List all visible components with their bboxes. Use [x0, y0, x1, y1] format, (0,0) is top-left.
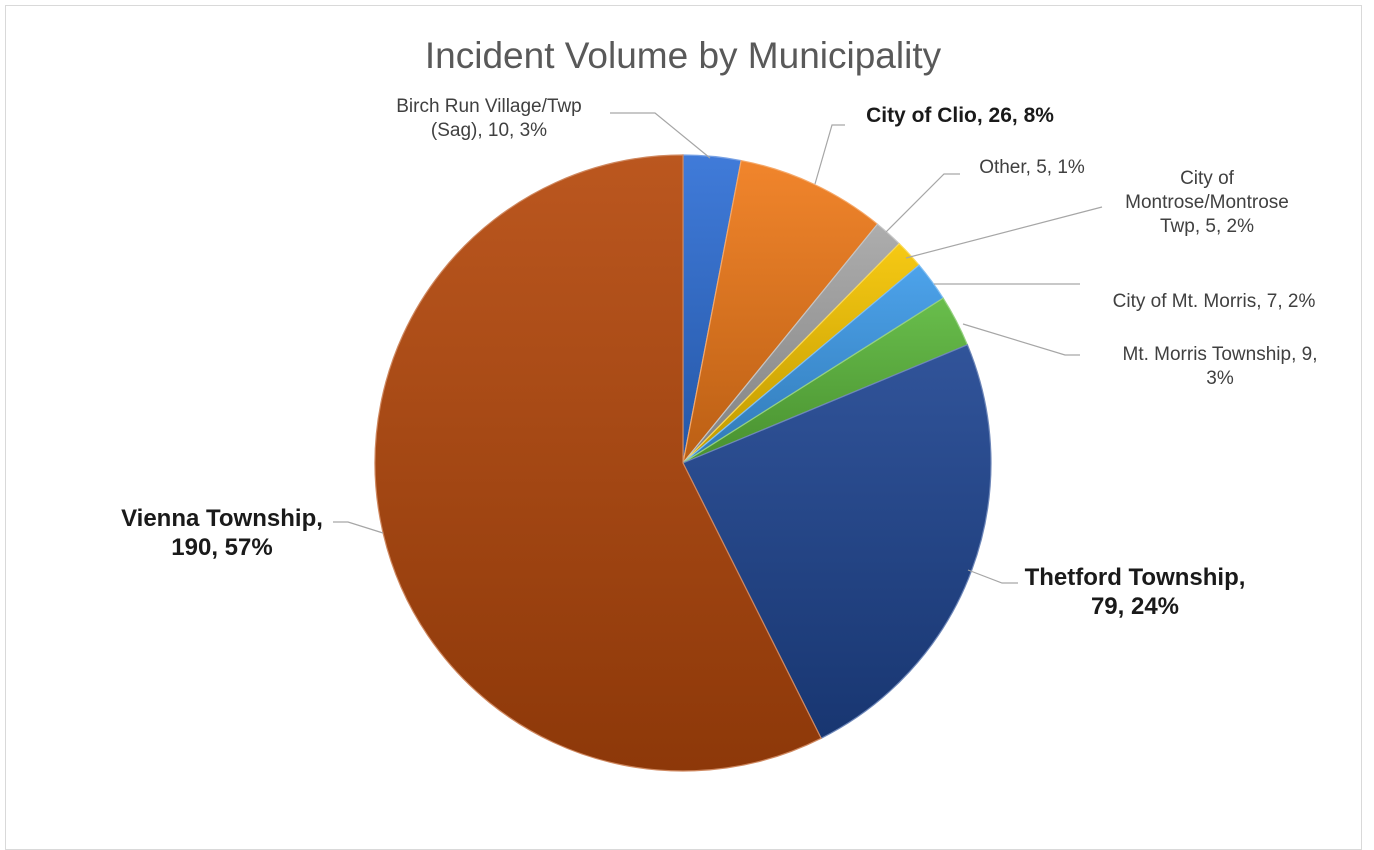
pie-slice-thetford-township [682, 344, 992, 740]
leader-line [885, 173, 960, 233]
leader-line [610, 112, 711, 159]
data-label: Birch Run Village/Twp (Sag), 10, 3% [396, 96, 582, 141]
pie-slice-vienna-township [374, 154, 822, 772]
data-label: Other, 5, 1% [979, 157, 1085, 178]
data-label: City of Mt. Morris, 7, 2% [1113, 291, 1316, 312]
leader-line [814, 124, 845, 185]
leader-line [333, 521, 384, 534]
data-label: Thetford Township, 79, 24% [1025, 564, 1246, 620]
leader-line [905, 206, 1103, 259]
leader-line [962, 323, 1080, 356]
data-label: City of Montrose/Montrose Twp, 5, 2% [1125, 168, 1289, 237]
data-label: City of Clio, 26, 8% [866, 104, 1054, 127]
data-label: Mt. Morris Township, 9, 3% [1123, 344, 1318, 389]
chart-title: Incident Volume by Municipality [425, 35, 942, 76]
pie-slice-city-of-clio [682, 159, 879, 464]
leader-line [967, 569, 1018, 584]
data-label: Vienna Township, 190, 57% [121, 505, 323, 561]
